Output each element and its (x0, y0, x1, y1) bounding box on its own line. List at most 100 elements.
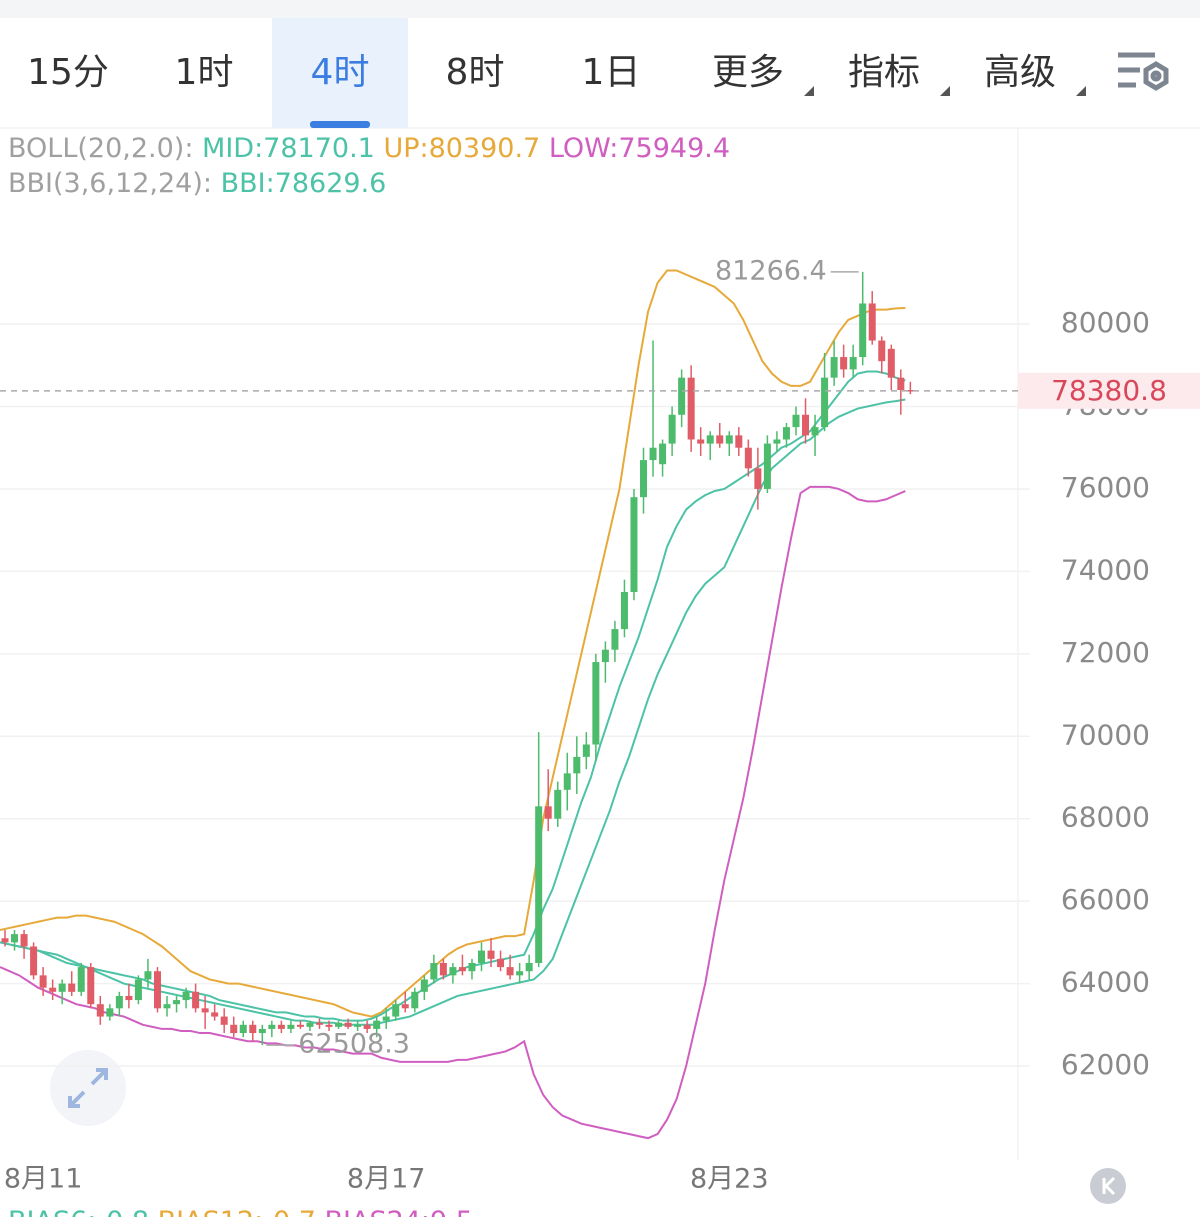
tab-label[interactable]: 更多 (712, 52, 784, 93)
status-strip (0, 0, 1200, 18)
icon-dot (1150, 70, 1162, 82)
candle-body (220, 1016, 228, 1025)
y-tick-label: 80000 (1061, 306, 1150, 339)
candle-body (687, 377, 695, 440)
candle-body (630, 497, 638, 592)
candle-body (659, 443, 667, 465)
tab-label[interactable]: 8时 (446, 52, 505, 93)
candle-body (344, 1022, 352, 1027)
icon-hex (1143, 61, 1169, 91)
collapse-button[interactable] (1090, 1168, 1126, 1204)
candle-body (144, 971, 152, 980)
candle-body (697, 439, 705, 444)
tab-dropdown-mark (1076, 86, 1086, 96)
candle-body (611, 629, 619, 650)
candle-body (535, 806, 543, 963)
candle-body (354, 1024, 362, 1027)
candle-body (77, 967, 85, 992)
candle-body (449, 967, 457, 976)
min-label: 62508.3 (298, 1029, 410, 1060)
candle-body (478, 950, 485, 963)
candle-body (763, 443, 771, 489)
tab-label[interactable]: 15分 (27, 52, 109, 93)
expand-arrows (68, 1068, 108, 1108)
candle-body (516, 971, 524, 976)
legend-entry: MID:78170.1 (202, 133, 375, 164)
tab-label[interactable]: 1日 (582, 52, 641, 93)
candle-body (811, 427, 819, 436)
candle-body (20, 934, 28, 947)
candle-body (620, 591, 628, 630)
tab-label[interactable]: 4时 (311, 52, 370, 93)
candle-body (735, 435, 743, 448)
candle-body (239, 1024, 247, 1034)
bias-entry: BIAS24:9.5 (324, 1206, 473, 1217)
candle-body (401, 1004, 409, 1009)
candle-body (30, 946, 38, 976)
candle-body (230, 1024, 238, 1034)
y-tick-label: 70000 (1061, 718, 1150, 751)
tab-indicator (310, 121, 370, 128)
bias-row: BIAS6:-0.8 BIAS12:-0.7 BIAS24:9.5 (8, 1206, 473, 1217)
y-tick-label: 72000 (1061, 636, 1150, 669)
legend-entry: UP:80390.7 (383, 133, 540, 164)
tab-label[interactable]: 高级 (984, 52, 1056, 93)
x-tick-label: 8月11 (4, 1164, 83, 1195)
candle-body (830, 357, 838, 378)
candle-body (849, 357, 857, 370)
legend-entry: BBI:78629.6 (221, 168, 387, 199)
candle-body (887, 348, 895, 378)
candle-body (335, 1022, 343, 1027)
y-tick-label: 64000 (1061, 966, 1150, 999)
candle-body (268, 1024, 276, 1029)
current-price-label: 78380.8 (1051, 374, 1167, 407)
legend-title: BOLL(20,2.0): (8, 133, 193, 164)
candle-body (134, 979, 142, 1001)
candle-body (58, 983, 66, 992)
candle-body (173, 1000, 181, 1005)
candle-body (640, 460, 648, 498)
tab-label[interactable]: 指标 (848, 52, 920, 93)
candle-body (725, 435, 733, 444)
candle-body (592, 662, 600, 745)
candle-body (153, 971, 161, 1009)
candle-body (192, 991, 200, 1009)
candle-body (325, 1024, 333, 1027)
candle-body (1, 938, 9, 943)
settings-icon[interactable] (1118, 52, 1169, 91)
tab-label[interactable]: 1时 (175, 52, 234, 93)
candle-body (439, 962, 447, 976)
legend-row: BBI(3,6,12,24): BBI:78629.6 (8, 168, 386, 199)
expand-button[interactable] (50, 1050, 126, 1126)
candle-body (582, 744, 590, 757)
candle-body (430, 962, 438, 980)
candle-body (487, 950, 495, 959)
tab-selected-bg (272, 18, 408, 128)
candle-body (87, 967, 95, 1005)
candle-body (163, 1004, 171, 1009)
candle-body (878, 340, 886, 362)
y-tick-label: 68000 (1061, 801, 1150, 834)
bias-entry: BIAS12:-0.7 (158, 1206, 316, 1217)
candle-body (249, 1024, 257, 1034)
candle-body (258, 1028, 266, 1034)
candle-body (277, 1024, 285, 1029)
tab-dropdown-mark (804, 86, 814, 96)
candle-body (96, 1004, 104, 1017)
candle-body (744, 447, 752, 469)
candle-body (754, 468, 762, 489)
candle-body (373, 1020, 381, 1029)
candle-body (125, 995, 133, 1001)
candle-body (287, 1024, 295, 1029)
candle-body (859, 303, 867, 358)
bias-entry: BIAS6:-0.8 (8, 1206, 149, 1217)
candle-body (525, 962, 533, 972)
candle-body (411, 991, 419, 1009)
expand-bg (50, 1050, 126, 1126)
candle-body (39, 975, 47, 988)
candle-body (563, 773, 571, 790)
candle-body (678, 377, 686, 415)
candle-body (668, 414, 676, 444)
candle-body (363, 1024, 371, 1029)
